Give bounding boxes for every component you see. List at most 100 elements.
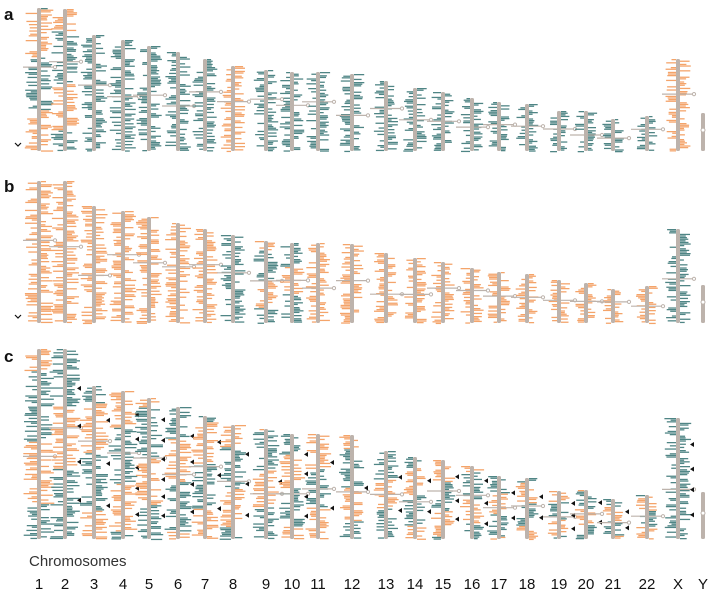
copy-number-bin (41, 110, 50, 112)
copy-number-bin (180, 504, 186, 506)
copy-number-bin (474, 284, 481, 286)
copy-number-bin (283, 139, 290, 141)
copy-number-bin (180, 66, 191, 68)
copy-number-bin (207, 528, 213, 530)
copy-number-bin (41, 480, 52, 482)
arrowhead-marker (161, 417, 165, 423)
copy-number-bin (226, 525, 231, 528)
copy-number-bin (151, 114, 162, 117)
copy-number-bin (138, 441, 147, 443)
copy-number-bin (113, 514, 121, 516)
copy-number-bin (56, 518, 63, 520)
copy-number-bin (488, 476, 497, 478)
copy-number-bin (268, 301, 273, 304)
copy-number-bin (196, 285, 203, 287)
copy-number-bin (170, 69, 176, 71)
copy-number-bin (87, 387, 92, 389)
copy-number-bin (25, 216, 37, 218)
copy-number-bin (151, 452, 158, 454)
copy-number-bin (110, 56, 121, 58)
copy-number-bin (125, 88, 134, 90)
copy-number-bin (67, 237, 77, 239)
copy-number-bin (180, 235, 187, 238)
copy-number-bin (445, 273, 451, 275)
chromosome-4-ideogram (121, 211, 125, 323)
copy-number-bin (113, 458, 121, 460)
copy-number-bin (171, 127, 176, 129)
copy-number-bin (474, 109, 481, 111)
copy-number-bin (53, 312, 63, 314)
copy-number-bin (23, 478, 37, 480)
copy-number-bin (294, 504, 304, 506)
copy-number-bin (172, 124, 176, 126)
copy-number-bin (235, 246, 243, 248)
copy-number-bin (474, 531, 480, 533)
copy-number-bin (294, 445, 301, 447)
copy-number-bin (492, 520, 497, 523)
copy-number-bin (41, 433, 53, 436)
copy-number-bin (25, 131, 37, 133)
copy-number-bin (561, 141, 568, 143)
copy-number-bin (375, 122, 384, 124)
copy-number-bin (306, 442, 316, 444)
copy-number-bin (268, 268, 278, 270)
copy-number-bin (207, 116, 217, 118)
copy-number-bin (196, 253, 203, 255)
copy-number-bin (67, 437, 78, 439)
copy-number-bin (588, 501, 597, 503)
copy-number-bin (680, 275, 686, 277)
copy-number-bin (67, 185, 73, 188)
copy-number-bin (67, 81, 73, 83)
copy-number-bin (30, 59, 37, 61)
copy-number-bin (224, 501, 231, 504)
copy-number-bin (193, 84, 203, 86)
copy-number-bin (57, 149, 63, 152)
copy-number-bin (345, 452, 350, 454)
copy-number-bin (25, 201, 37, 204)
copy-number-bin (87, 108, 92, 110)
copy-number-bin (320, 538, 329, 540)
chromosome-label-1: 1 (35, 576, 43, 593)
copy-number-bin (435, 464, 441, 467)
copy-number-bin (52, 125, 63, 128)
copy-number-bin (268, 502, 275, 504)
copy-number-bin (141, 292, 147, 294)
copy-number-bin (492, 294, 497, 296)
arrowhead-marker (484, 521, 488, 527)
copy-number-bin (96, 260, 108, 262)
copy-number-bin (490, 110, 497, 112)
copy-number-bin (96, 99, 101, 101)
arrowhead-marker (330, 460, 334, 465)
copy-number-bin (550, 508, 557, 510)
copy-number-bin (354, 131, 360, 133)
copy-number-bin (125, 123, 134, 125)
copy-number-bin (41, 321, 53, 324)
copy-number-bin (125, 464, 135, 466)
copy-number-bin (474, 115, 478, 117)
copy-number-bin (320, 115, 328, 117)
copy-number-bin (151, 108, 159, 110)
copy-number-bin (417, 527, 427, 529)
copy-number-bin (268, 127, 277, 129)
copy-number-bin (207, 518, 212, 520)
chromosome-18-track (511, 478, 546, 541)
copy-number-bin (529, 120, 535, 122)
copy-number-bin (180, 245, 191, 247)
copy-number-bin (354, 446, 359, 448)
copy-number-bin (344, 489, 350, 491)
copy-number-bin (180, 56, 187, 59)
copy-number-bin (405, 481, 413, 483)
copy-number-bin (151, 316, 156, 318)
copy-number-bin (87, 73, 92, 75)
copy-number-bin (53, 376, 63, 378)
copy-number-bin (207, 315, 212, 317)
copy-number-bin (28, 142, 37, 144)
copy-number-bin (256, 274, 264, 276)
copy-number-bin (151, 79, 161, 81)
copy-number-bin (81, 206, 92, 208)
copy-number-bin (151, 66, 158, 69)
copy-number-bin (151, 84, 161, 86)
copy-number-bin (343, 447, 350, 450)
copy-number-bin (111, 316, 121, 318)
copy-number-bin (207, 278, 214, 280)
